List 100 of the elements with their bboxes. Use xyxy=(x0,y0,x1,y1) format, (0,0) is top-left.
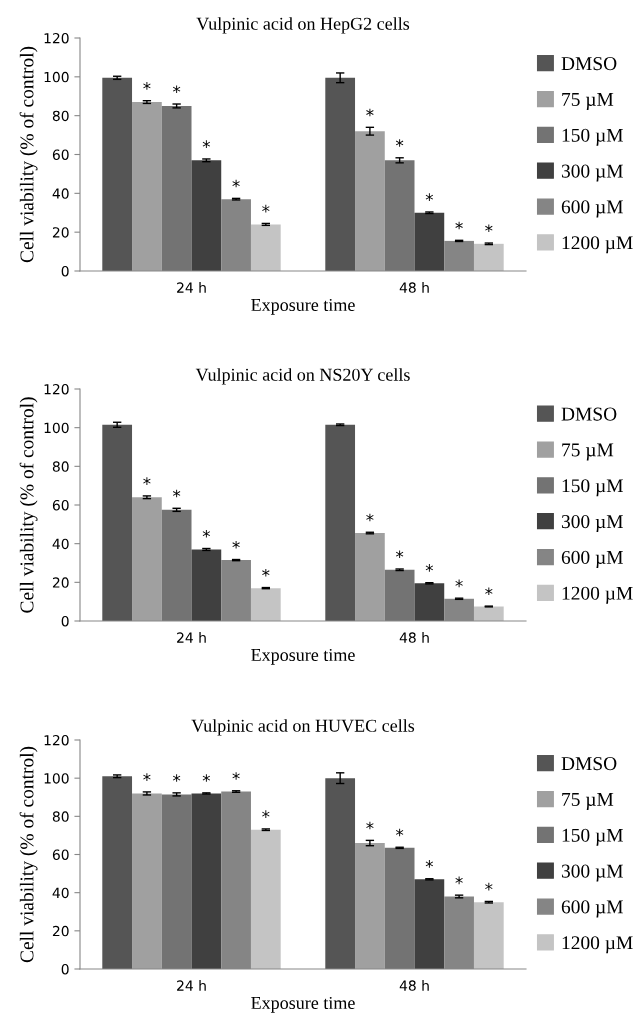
text: 75 µM xyxy=(562,443,614,461)
legend-label: 1200 µM xyxy=(562,936,633,954)
text: DMSO xyxy=(561,757,617,771)
bar xyxy=(414,583,445,621)
data-label: * xyxy=(262,204,270,213)
bar xyxy=(102,776,133,969)
x-axis-title: Exposure time xyxy=(251,648,355,665)
data-label: * xyxy=(455,579,463,588)
data-label: * xyxy=(485,882,493,891)
data-label: * xyxy=(262,568,270,577)
y-axis-title: Cell viability (% of control) xyxy=(19,46,38,263)
data-label: * xyxy=(455,876,463,885)
data-label: * xyxy=(395,550,404,558)
bar xyxy=(250,829,281,969)
bar xyxy=(355,131,385,271)
bar xyxy=(384,569,415,621)
legend-label: 150 µM xyxy=(562,828,623,846)
bar xyxy=(473,243,504,271)
x-axis-title: Exposure time xyxy=(251,298,355,315)
text: 75 µM xyxy=(562,793,614,810)
data-label: * xyxy=(143,82,151,90)
data-label: * xyxy=(143,477,151,485)
x-tick-label: 48 h xyxy=(399,980,429,991)
bar xyxy=(161,105,192,271)
bar xyxy=(325,778,356,969)
text: DMSO xyxy=(561,407,617,421)
y-tick-label: 60 xyxy=(52,499,69,511)
y-tick-label: 20 xyxy=(52,577,69,588)
y-tick-label: 20 xyxy=(52,925,69,937)
y-tick-label: 80 xyxy=(52,110,69,122)
y-tick-label: 80 xyxy=(52,811,69,822)
legend-label: 150 µM xyxy=(562,128,623,146)
bar xyxy=(132,793,162,969)
chart-title: Vulpinic acid on HUVEC cells xyxy=(191,719,415,736)
y-tick-label: 120 xyxy=(44,383,69,395)
x-tick-label: 24 h xyxy=(177,282,206,293)
data-label: * xyxy=(366,821,374,830)
bar xyxy=(132,102,162,271)
y-tick-label: 120 xyxy=(44,734,69,746)
bar xyxy=(414,879,445,969)
y-tick-label: 20 xyxy=(52,227,69,238)
chart-title: Vulpinic acid on HepG2 cells xyxy=(196,17,410,34)
bar xyxy=(191,549,222,621)
bar xyxy=(250,224,281,271)
data-label: * xyxy=(366,513,374,522)
x-axis-title: Exposure time xyxy=(251,996,355,1013)
data-label: * xyxy=(202,140,211,148)
x-tick-label: 24 h xyxy=(177,632,206,643)
data-label: * xyxy=(172,85,181,93)
legend-label: 75 µM xyxy=(562,93,614,110)
x-tick-label: 48 h xyxy=(399,632,429,643)
bar xyxy=(161,509,192,621)
data-label: * xyxy=(425,193,434,201)
legend-label: 600 µM xyxy=(561,900,623,918)
data-label: * xyxy=(143,773,151,781)
bar xyxy=(355,533,385,621)
legend-label: 300 µM xyxy=(561,515,623,533)
bar xyxy=(102,77,133,271)
y-tick-label: 0 xyxy=(61,265,69,277)
x-tick-label: 24 h xyxy=(177,980,206,991)
data-label: * xyxy=(425,860,434,868)
data-label: * xyxy=(485,587,493,596)
bar xyxy=(102,424,133,621)
legend-label: 150 µM xyxy=(562,479,623,497)
data-label: * xyxy=(395,828,404,837)
data-label: * xyxy=(232,540,240,549)
bar xyxy=(191,160,222,271)
chart-title: Vulpinic acid on NS20Y cells xyxy=(195,368,410,385)
legend-label: 600 µM xyxy=(561,200,623,218)
bar xyxy=(132,497,162,621)
legend-label: 1200 µM xyxy=(562,586,633,604)
legend-label: 300 µM xyxy=(561,864,623,882)
data-label: * xyxy=(202,529,211,538)
data-label: * xyxy=(366,108,374,117)
data-label: * xyxy=(425,564,434,572)
y-tick-label: 120 xyxy=(44,32,69,44)
data-label: * xyxy=(485,224,493,233)
y-axis-title: Cell viability (% of control) xyxy=(19,397,38,613)
bar xyxy=(191,793,222,969)
data-label: * xyxy=(172,489,181,498)
bar xyxy=(414,212,445,271)
y-tick-label: 40 xyxy=(52,887,69,899)
y-tick-label: 40 xyxy=(52,538,69,550)
data-label: * xyxy=(232,179,240,188)
data-label: * xyxy=(455,221,463,230)
data-label: * xyxy=(172,774,181,782)
bar xyxy=(325,77,356,271)
y-tick-label: 100 xyxy=(44,773,69,784)
data-label: * xyxy=(202,774,211,782)
y-tick-label: 80 xyxy=(52,461,69,472)
y-tick-label: 60 xyxy=(52,849,69,860)
y-tick-label: 100 xyxy=(44,422,69,434)
bar xyxy=(473,606,504,621)
legend-label: 1200 µM xyxy=(562,236,633,254)
bar xyxy=(250,588,281,621)
y-tick-label: 40 xyxy=(52,188,69,199)
legend-label: 300 µM xyxy=(561,164,623,182)
x-tick-label: 48 h xyxy=(399,282,429,293)
data-label: * xyxy=(232,772,240,780)
data-label: * xyxy=(262,810,270,818)
